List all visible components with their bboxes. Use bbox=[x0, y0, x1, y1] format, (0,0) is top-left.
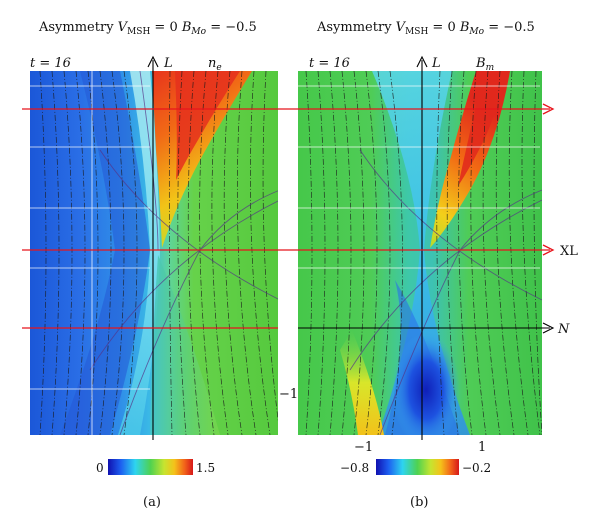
panel-b-field-lines bbox=[305, 71, 542, 435]
tick-label-neg1-horizontal: −1 bbox=[354, 440, 373, 455]
panel-a-colorbar-min: 0 bbox=[96, 461, 104, 475]
panel-a-l-axis-arrow bbox=[147, 55, 159, 68]
panel-b-separatrix-lines bbox=[349, 149, 542, 435]
panel-b-colorbar-min: −0.8 bbox=[340, 461, 369, 475]
panel-b-title: Asymmetry VMSH = 0 BMo = −0.5 bbox=[316, 20, 535, 37]
panel-a-field-line bbox=[177, 71, 187, 435]
panel-a-field-line bbox=[111, 71, 125, 435]
panel-b-colorbar bbox=[376, 459, 459, 475]
panel-a-time-label: t = 16 bbox=[30, 56, 71, 71]
panel-a-field-line bbox=[75, 71, 86, 435]
panel-a-field-line bbox=[63, 71, 73, 435]
panel-b-time-label: t = 16 bbox=[309, 56, 350, 71]
panel-a-field-line bbox=[250, 71, 271, 435]
panel-a-density-core bbox=[175, 71, 240, 180]
panel-b-field-line bbox=[317, 71, 326, 435]
panel-a-field-line bbox=[211, 71, 229, 435]
panel-a-field-line bbox=[51, 71, 60, 435]
panel-b-separatrix-line bbox=[359, 149, 542, 301]
panel-a-lower-wedge bbox=[150, 255, 220, 435]
panel-b-field-line bbox=[533, 71, 542, 435]
panel-b-field-line bbox=[482, 71, 501, 435]
xl-axis-label: XL bbox=[560, 244, 578, 259]
tick-label-neg1-vertical: −1 bbox=[279, 387, 298, 402]
panel-b-field-line bbox=[329, 71, 339, 435]
panel-b-field-line bbox=[341, 71, 352, 435]
panel-b-field-line bbox=[389, 71, 403, 435]
panel-a-field-lines bbox=[39, 71, 278, 435]
panel-b-field-line bbox=[470, 71, 487, 435]
panel-b-field-line bbox=[495, 71, 515, 435]
panel-a-caption: (a) bbox=[143, 495, 161, 510]
panel-b-field-line bbox=[508, 71, 529, 435]
panel-b-field-line bbox=[436, 71, 445, 435]
panel-b-field-line bbox=[353, 71, 365, 435]
panel-a-separatrix-line bbox=[119, 190, 278, 435]
panel-b-field-core bbox=[458, 71, 506, 186]
panel-b-cut-arrow-top bbox=[542, 103, 555, 115]
panel-b-dark-blob bbox=[392, 332, 460, 435]
tick-label-pos1-horizontal: 1 bbox=[478, 440, 486, 455]
panel-b-plot bbox=[298, 71, 542, 435]
panel-a-separatrix-line bbox=[99, 149, 278, 300]
panel-a-field-line bbox=[87, 71, 99, 435]
panel-a-field-line bbox=[99, 71, 112, 435]
panel-a-cyan-lane bbox=[118, 71, 160, 435]
panel-a-colorbar-max: 1.5 bbox=[196, 461, 215, 475]
panel-b-separatrix-line bbox=[379, 189, 542, 435]
panel-b-cut-arrow-mid bbox=[542, 244, 555, 256]
panel-b-field-line bbox=[446, 71, 459, 435]
panel-b-field-line bbox=[521, 71, 541, 435]
panel-a-blue-band bbox=[60, 71, 150, 435]
panel-a-plot bbox=[30, 71, 278, 435]
panel-b-quantity-label: Bm bbox=[475, 56, 494, 73]
panel-b-l-axis-arrow bbox=[416, 55, 428, 68]
panel-b-field-line bbox=[377, 71, 391, 435]
panel-a-l-label: L bbox=[163, 56, 173, 71]
panel-b-separatrix-line bbox=[349, 199, 542, 371]
panel-a-field-line bbox=[262, 71, 278, 422]
panel-b-colorbar-max: −0.2 bbox=[462, 461, 491, 475]
panel-a-title: Asymmetry VMSH = 0 BMo = −0.5 bbox=[38, 20, 257, 37]
panel-a-separatrix-line bbox=[89, 200, 278, 371]
panel-a-grid bbox=[30, 71, 150, 435]
panel-b-cut-lines bbox=[278, 103, 555, 256]
panel-a-field-line bbox=[39, 71, 47, 435]
panel-b-cyan-x bbox=[372, 71, 470, 435]
panel-b-caption: (b) bbox=[410, 495, 428, 510]
panel-a-field-line bbox=[187, 71, 201, 435]
panel-b-field-line bbox=[305, 71, 313, 435]
panel-b-n-axis-arrow bbox=[542, 322, 555, 334]
n-axis-label: N bbox=[557, 322, 570, 337]
panel-a-quantity-label: ne bbox=[208, 56, 222, 73]
panel-a-field-line bbox=[168, 71, 173, 435]
panel-a-field-line bbox=[223, 71, 243, 435]
panel-b-yellow-tail bbox=[340, 330, 384, 435]
panel-b-grid bbox=[298, 85, 540, 269]
panel-a-field-line bbox=[123, 71, 138, 435]
panel-a-field-line bbox=[236, 71, 257, 435]
panel-a-cut-lines bbox=[22, 108, 278, 329]
panel-b-field-line bbox=[365, 71, 378, 435]
panel-b-l-label: L bbox=[431, 56, 441, 71]
panel-a-colorbar bbox=[108, 459, 193, 475]
